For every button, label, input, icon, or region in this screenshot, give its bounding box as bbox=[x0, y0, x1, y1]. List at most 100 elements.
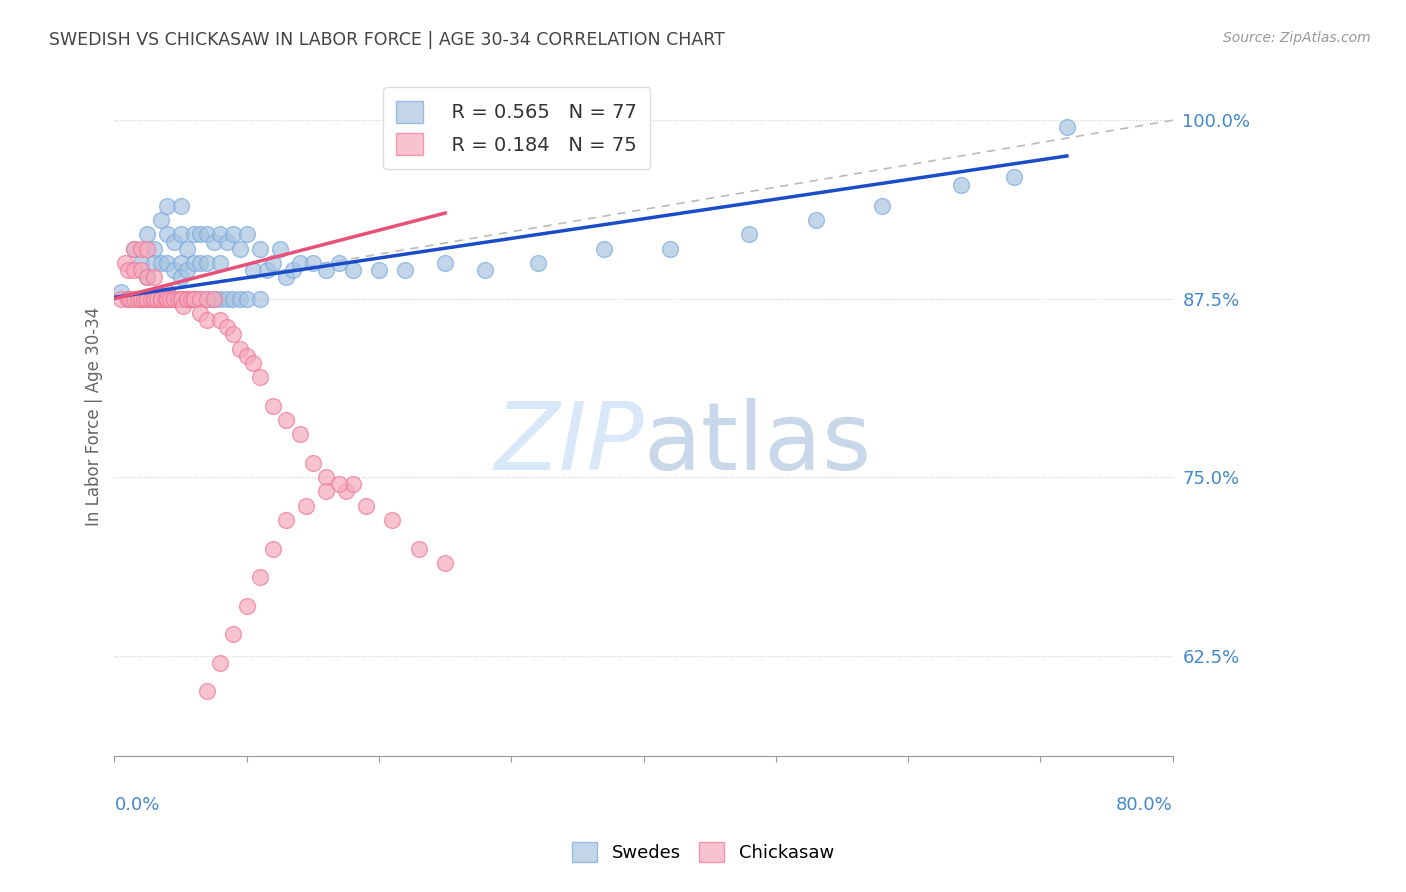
Point bbox=[163, 292, 186, 306]
Point bbox=[408, 541, 430, 556]
Point bbox=[163, 292, 186, 306]
Point bbox=[195, 292, 218, 306]
Point bbox=[302, 256, 325, 270]
Point bbox=[295, 499, 318, 513]
Point bbox=[222, 227, 245, 242]
Text: 80.0%: 80.0% bbox=[1116, 796, 1173, 814]
Point bbox=[114, 256, 136, 270]
Point bbox=[149, 292, 172, 306]
Point bbox=[342, 477, 364, 491]
Point bbox=[156, 199, 179, 213]
Point bbox=[122, 242, 145, 256]
Point bbox=[180, 292, 202, 306]
Point bbox=[288, 427, 311, 442]
Point bbox=[156, 227, 179, 242]
Point bbox=[195, 684, 218, 698]
Point bbox=[136, 270, 159, 285]
Point bbox=[163, 235, 186, 249]
Point bbox=[172, 299, 194, 313]
Point bbox=[222, 327, 245, 342]
Point bbox=[235, 599, 257, 613]
Point bbox=[276, 513, 298, 527]
Point bbox=[526, 256, 548, 270]
Point bbox=[167, 292, 190, 306]
Point bbox=[209, 656, 232, 670]
Point bbox=[129, 242, 152, 256]
Point bbox=[149, 213, 172, 227]
Text: atlas: atlas bbox=[644, 398, 872, 490]
Point bbox=[169, 292, 191, 306]
Point bbox=[169, 292, 191, 306]
Point bbox=[202, 235, 225, 249]
Point bbox=[215, 235, 238, 249]
Point bbox=[342, 263, 364, 277]
Point bbox=[132, 292, 155, 306]
Point bbox=[222, 627, 245, 641]
Point bbox=[195, 256, 218, 270]
Point bbox=[163, 263, 186, 277]
Point bbox=[804, 213, 827, 227]
Point bbox=[129, 292, 152, 306]
Point bbox=[229, 242, 252, 256]
Point bbox=[368, 263, 391, 277]
Point bbox=[143, 242, 166, 256]
Point bbox=[315, 263, 337, 277]
Point bbox=[127, 292, 149, 306]
Point bbox=[434, 256, 457, 270]
Point bbox=[183, 292, 205, 306]
Point bbox=[176, 292, 198, 306]
Point bbox=[215, 292, 238, 306]
Point bbox=[242, 263, 264, 277]
Point bbox=[183, 256, 205, 270]
Point bbox=[136, 242, 159, 256]
Point bbox=[195, 313, 218, 327]
Point bbox=[169, 227, 191, 242]
Point bbox=[149, 292, 172, 306]
Point bbox=[190, 292, 212, 306]
Point bbox=[156, 256, 179, 270]
Point bbox=[262, 399, 284, 413]
Point bbox=[176, 292, 198, 306]
Point bbox=[215, 320, 238, 334]
Point bbox=[249, 242, 271, 256]
Point bbox=[183, 292, 205, 306]
Point bbox=[381, 513, 404, 527]
Point bbox=[143, 292, 166, 306]
Point bbox=[169, 256, 191, 270]
Point bbox=[262, 541, 284, 556]
Point bbox=[110, 285, 132, 299]
Point bbox=[195, 227, 218, 242]
Point bbox=[281, 263, 304, 277]
Point bbox=[315, 484, 337, 499]
Point bbox=[110, 292, 132, 306]
Point bbox=[156, 285, 179, 299]
Point bbox=[143, 270, 166, 285]
Point bbox=[143, 256, 166, 270]
Point bbox=[328, 256, 350, 270]
Point bbox=[117, 292, 139, 306]
Point bbox=[156, 292, 179, 306]
Point bbox=[209, 313, 232, 327]
Text: SWEDISH VS CHICKASAW IN LABOR FORCE | AGE 30-34 CORRELATION CHART: SWEDISH VS CHICKASAW IN LABOR FORCE | AG… bbox=[49, 31, 725, 49]
Point bbox=[176, 263, 198, 277]
Point bbox=[136, 270, 159, 285]
Point bbox=[262, 256, 284, 270]
Point bbox=[269, 242, 291, 256]
Point bbox=[156, 285, 179, 299]
Point bbox=[209, 292, 232, 306]
Point bbox=[276, 413, 298, 427]
Point bbox=[256, 263, 278, 277]
Point bbox=[335, 484, 357, 499]
Point bbox=[156, 292, 179, 306]
Point bbox=[209, 227, 232, 242]
Point bbox=[183, 292, 205, 306]
Point bbox=[136, 292, 159, 306]
Point bbox=[474, 263, 496, 277]
Text: Source: ZipAtlas.com: Source: ZipAtlas.com bbox=[1223, 31, 1371, 45]
Point bbox=[129, 256, 152, 270]
Point bbox=[1002, 170, 1025, 185]
Point bbox=[122, 242, 145, 256]
Point bbox=[183, 227, 205, 242]
Point bbox=[195, 292, 218, 306]
Point bbox=[120, 292, 142, 306]
